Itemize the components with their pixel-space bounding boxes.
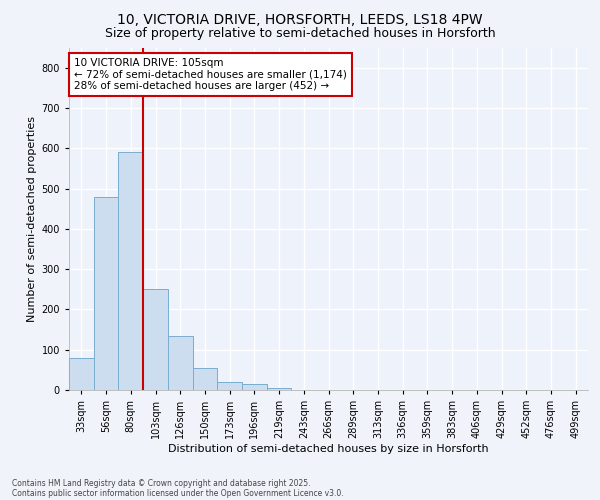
X-axis label: Distribution of semi-detached houses by size in Horsforth: Distribution of semi-detached houses by … (168, 444, 489, 454)
Text: Size of property relative to semi-detached houses in Horsforth: Size of property relative to semi-detach… (104, 28, 496, 40)
Text: 10, VICTORIA DRIVE, HORSFORTH, LEEDS, LS18 4PW: 10, VICTORIA DRIVE, HORSFORTH, LEEDS, LS… (117, 12, 483, 26)
Bar (94, 198, 118, 390)
Bar (118, 152, 143, 390)
Bar (69, 358, 94, 390)
Bar (267, 388, 292, 390)
Text: Contains public sector information licensed under the Open Government Licence v3: Contains public sector information licen… (12, 488, 344, 498)
Bar (193, 368, 217, 390)
Y-axis label: Number of semi-detached properties: Number of semi-detached properties (28, 116, 37, 322)
Text: 10 VICTORIA DRIVE: 105sqm
← 72% of semi-detached houses are smaller (1,174)
28% : 10 VICTORIA DRIVE: 105sqm ← 72% of semi-… (74, 58, 347, 91)
Bar (242, 384, 267, 390)
Bar (143, 290, 168, 390)
Bar (217, 382, 242, 390)
Bar (168, 336, 193, 390)
Text: Contains HM Land Registry data © Crown copyright and database right 2025.: Contains HM Land Registry data © Crown c… (12, 478, 311, 488)
